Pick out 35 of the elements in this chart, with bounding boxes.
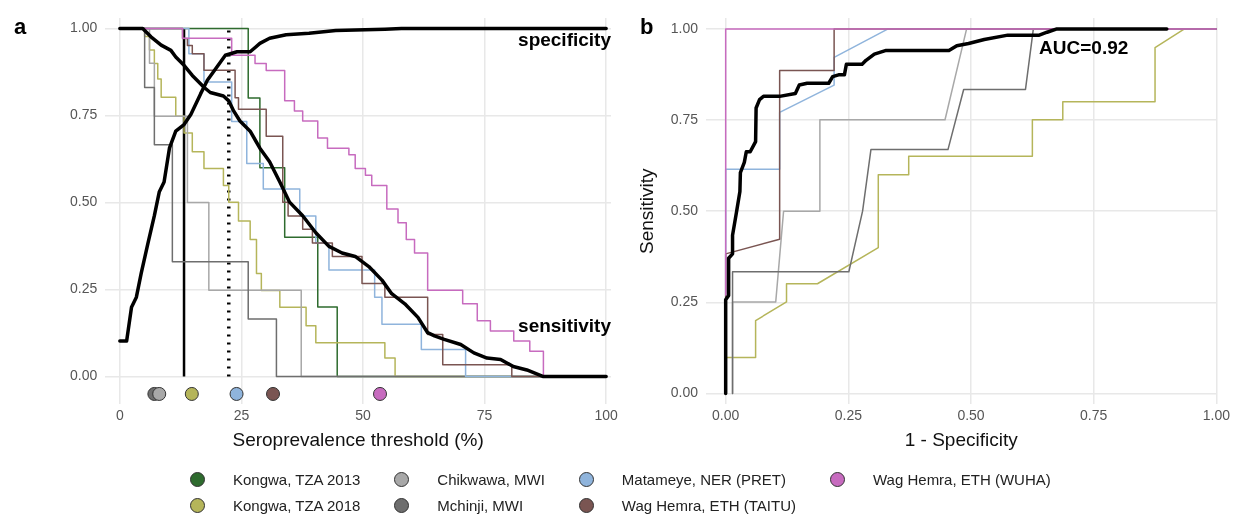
chart-title: b xyxy=(640,14,654,40)
legend-label: Wag Hemra, ETH (TAITU) xyxy=(621,496,796,514)
x-tick-label: 0.25 xyxy=(834,406,863,423)
x-tick-label: 1.00 xyxy=(1202,406,1231,423)
y-tick-label: 0.25 xyxy=(70,280,98,297)
x-axis-title: 1 - Specificity xyxy=(904,428,1019,450)
x-tick-label: 25 xyxy=(233,406,250,423)
x-tick-label: 100 xyxy=(594,406,619,423)
legend-label: Kongwa, TZA 2013 xyxy=(233,470,361,488)
x-tick-label: 50 xyxy=(355,406,371,423)
legend-label: Chikwawa, MWI xyxy=(437,470,545,488)
y-tick-label: 0.00 xyxy=(670,384,699,401)
annotation: sensitivity xyxy=(518,315,612,337)
x-tick-label: 0 xyxy=(115,406,124,423)
legend-label: Wag Hemra, ETH (WUHA) xyxy=(873,470,1051,488)
y-tick-label: 1.00 xyxy=(670,19,699,36)
x-tick-label: 75 xyxy=(476,406,493,423)
x-axis-title: Seroprevalence threshold (%) xyxy=(232,428,484,450)
y-tick-label: 0.75 xyxy=(70,106,98,123)
y-axis-title: Sensitivity xyxy=(635,167,657,254)
chart-title: a xyxy=(14,14,27,40)
y-tick-label: 0.00 xyxy=(70,367,98,384)
y-tick-label: 0.25 xyxy=(670,293,699,310)
annotation: AUC=0.92 xyxy=(1039,37,1129,59)
legend-label: Kongwa, TZA 2018 xyxy=(233,496,361,514)
x-tick-label: 0.50 xyxy=(957,406,985,423)
annotation: specificity xyxy=(518,29,612,51)
y-tick-label: 0.75 xyxy=(670,110,699,127)
legend-label: Matameye, NER (PRET) xyxy=(621,470,787,488)
y-tick-label: 0.50 xyxy=(70,193,98,210)
y-tick-label: 1.00 xyxy=(70,19,98,36)
legend-label: Mchinji, MWI xyxy=(437,496,524,514)
y-tick-label: 0.50 xyxy=(670,202,699,219)
x-tick-label: 0.75 xyxy=(1080,406,1108,423)
x-tick-label: 0.00 xyxy=(712,406,740,423)
